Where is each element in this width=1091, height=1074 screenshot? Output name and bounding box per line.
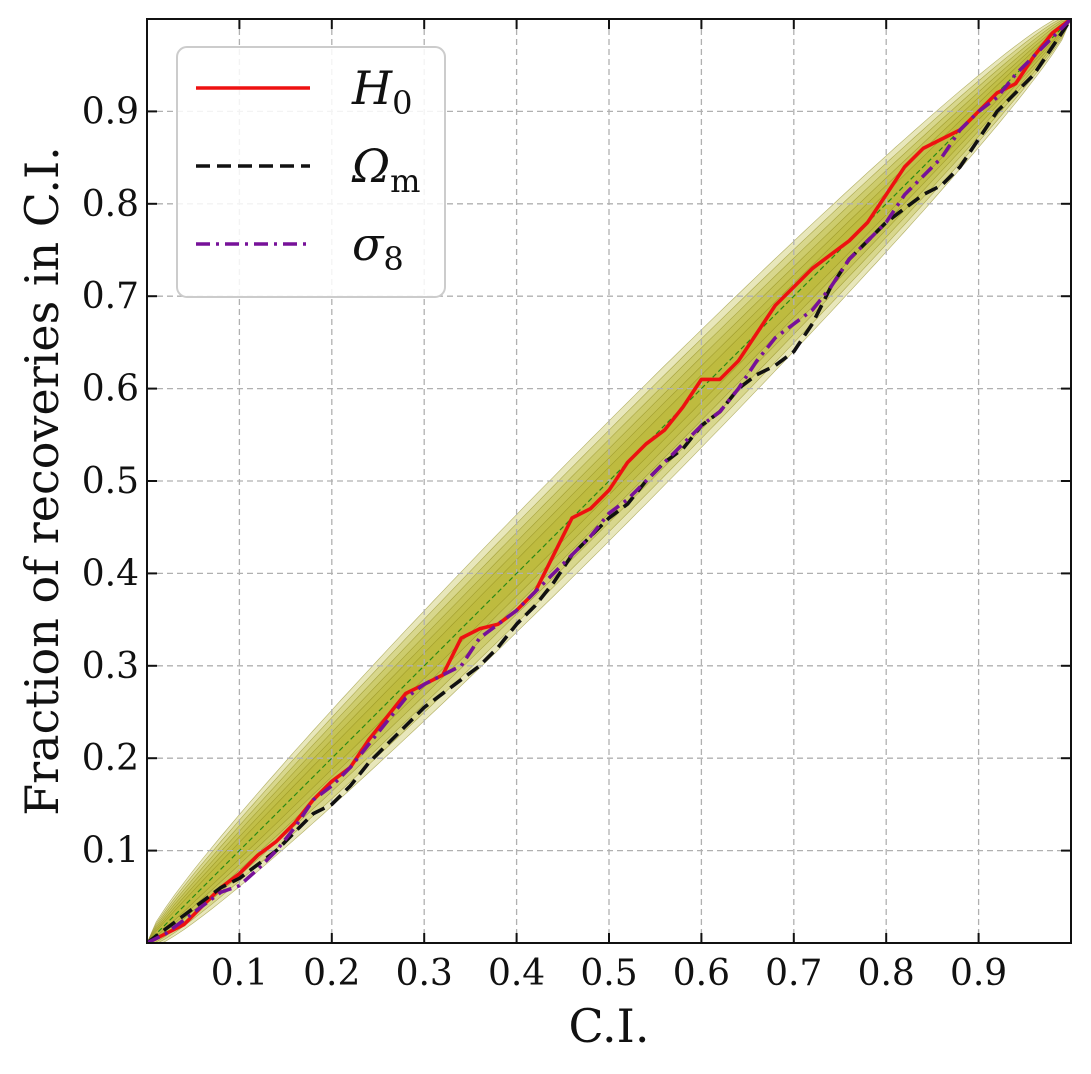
x-tick-label-3: 0.3 [396,953,453,994]
x-tick-label-2: 0.2 [303,953,360,994]
legend-label-1: H0 [351,61,412,122]
series-line-3 [147,19,1071,943]
y-tick-label-9: 0.9 [82,91,139,132]
axis-ticks [147,19,1071,943]
legend-label-2: Ωm [351,139,420,200]
y-tick-label-8: 0.8 [82,184,139,225]
y-tick-label-2: 0.2 [82,738,139,779]
x-tick-label-5: 0.5 [580,953,637,994]
y-tick-label-6: 0.6 [82,369,139,410]
series-lines [147,19,1071,943]
x-tick-label-6: 0.6 [673,953,730,994]
x-tick-label-4: 0.4 [488,953,545,994]
x-axis-title: C.I. [569,999,650,1053]
legend-box [176,46,446,298]
x-tick-label-8: 0.8 [858,953,915,994]
reference-line [147,19,1071,943]
y-tick-label-3: 0.3 [82,646,139,687]
y-axis-title: Fraction of recoveries in C.I. [15,146,69,816]
x-tick-labels: 0.1 0.2 0.3 0.4 0.5 0.6 0.7 0.8 0.9 [211,953,1007,994]
y-tick-label-7: 0.7 [82,276,139,317]
y-tick-label-4: 0.4 [82,553,139,594]
x-tick-label-9: 0.9 [950,953,1007,994]
x-tick-label-7: 0.7 [765,953,822,994]
legend-label-3: σ8 [352,217,404,278]
series-line-2 [147,19,1071,943]
y-tick-label-1: 0.1 [82,831,139,872]
y-tick-label-5: 0.5 [82,461,139,502]
y-tick-labels: 0.1 0.2 0.3 0.4 0.5 0.6 0.7 0.8 0.9 [82,91,139,871]
reference-diagonal [147,19,1071,943]
x-tick-label-1: 0.1 [211,953,268,994]
legend: H0 Ωm σ8 [176,46,446,298]
